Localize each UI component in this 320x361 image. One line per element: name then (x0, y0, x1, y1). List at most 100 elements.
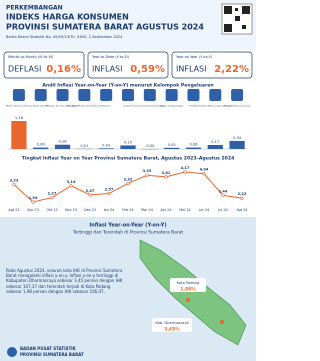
regional-text: Pada Agustus 2024, seluruh kota IHK di P… (6, 268, 123, 294)
category-icon (12, 89, 25, 101)
x-tick-label: Nov 23 (65, 208, 77, 212)
map-pin (186, 298, 190, 302)
value-label: 0,06 (189, 143, 198, 147)
map (139, 239, 247, 346)
highlight-box (87, 51, 169, 79)
highlight-period: Year-to-Date (Y-to-D) (92, 55, 130, 59)
infographic: PERKEMBANGAN INDEKS HARGA KONSUMEN PROVI… (0, 0, 256, 361)
x-tick-label: Des 23 (84, 208, 96, 212)
point (164, 175, 168, 179)
x-tick-label: Agt 24 (236, 208, 247, 212)
title-line: PROVINSI SUMATERA BARAT AGUSTUS 2024 (6, 23, 204, 32)
x-tick-label: Jun 24 (198, 208, 210, 212)
value-label: 3,14 (67, 180, 76, 184)
highlight-box (3, 51, 85, 79)
point (107, 191, 111, 196)
value-label: 3,23 (10, 179, 19, 183)
category-icon (56, 89, 69, 101)
bar (33, 147, 49, 149)
map-value: 1,98% (180, 287, 196, 293)
category-icon (165, 89, 178, 101)
logo (7, 347, 17, 357)
category-label: Kesehatan (102, 105, 110, 108)
bar (98, 148, 114, 149)
value-label: 0,17 (211, 140, 219, 144)
x-tick-label: Agt 23 (8, 208, 19, 212)
map-callout (152, 318, 192, 332)
category-label: Transportasi (123, 105, 133, 108)
map-pin (220, 320, 224, 324)
regional-bg (0, 217, 256, 361)
highlight-value: 2,22% (214, 64, 249, 75)
highlight-label: DEFLASI (8, 65, 41, 74)
bar (11, 121, 27, 149)
highlight-label: INFLASI (176, 65, 207, 74)
qr-code (221, 3, 253, 35)
point (183, 170, 187, 174)
regional-title: Inflasi Year-on-Year (Y-on-Y) (89, 223, 166, 229)
x-tick-label: Mar 24 (141, 208, 153, 212)
bar (185, 147, 202, 149)
highlight-period: Month-to-Month (M-to-M) (8, 55, 54, 59)
value-label: 2,44 (219, 189, 228, 193)
map-label: Kab. Dharmasraya (155, 321, 188, 325)
category-label: Rekreasi, Olahraga & Budaya (160, 105, 183, 108)
category-icon (122, 89, 134, 101)
value-label: 0,15 (124, 140, 132, 144)
header-bg (0, 0, 256, 50)
category-label: Penyediaan Makanan & Minuman/Restoran (198, 105, 232, 108)
value-label: 0,18 (59, 140, 68, 144)
point (126, 181, 130, 186)
category-label: Perawatan Pribadi & Jasa Lainnya (224, 105, 251, 108)
x-tick-label: Jul 24 (217, 208, 227, 212)
x-tick-label: Feb 24 (122, 208, 133, 212)
category-icon (209, 89, 222, 101)
x-tick-label: Mei 24 (179, 208, 190, 212)
point (240, 196, 244, 200)
category-icon (187, 89, 200, 101)
category-label: Pendidikan (189, 106, 198, 108)
value-label: 2,22 (238, 192, 247, 196)
category-label: Perlengkapan, Peralatan & Pemeliharaan R… (67, 105, 102, 108)
point (50, 195, 54, 200)
highlight-period: Year-on-Year (Y-on-Y) (176, 55, 213, 59)
bar (229, 140, 245, 149)
point (69, 184, 73, 188)
x-tick-label: Sep 23 (27, 208, 39, 212)
highlight-value: 0,59% (130, 64, 165, 75)
point (88, 193, 92, 197)
category-label: Informasi, Komunikasi & Jasa Keuangan (134, 105, 166, 108)
value-label: 1,94 (29, 196, 38, 200)
category-icon (34, 89, 47, 101)
category-icon (143, 89, 156, 101)
category-label: Perumahan, Air, Listrik & Bahan Bakar RT (46, 105, 79, 108)
value-label: 2,47 (86, 189, 95, 193)
category-label: Pakaian & Alas Kaki (33, 105, 49, 108)
value-label: 4,17 (181, 166, 190, 170)
value-label: 0,01 (80, 144, 88, 148)
highlight-value: 0,16% (46, 64, 81, 75)
title-line: PERKEMBANGAN (6, 5, 63, 12)
x-tick-label: Apr 24 (160, 208, 171, 212)
value-label: 0,05 (168, 143, 176, 147)
category-label: Makanan, Minuman & Tembakau (6, 106, 32, 108)
bar (54, 144, 71, 149)
value-label: -0,00 (145, 144, 155, 148)
bar (164, 147, 180, 149)
bar (207, 144, 223, 149)
subtitle: Berita Resmi Statistik No. 49/09/13/Th. … (6, 35, 123, 39)
bar (120, 145, 136, 149)
value-label: 2,27 (48, 192, 57, 196)
value-label: 1,18 (15, 116, 24, 120)
map-callout (170, 278, 206, 292)
point (221, 193, 225, 197)
point (202, 172, 206, 176)
point (31, 200, 35, 204)
canvas: PERKEMBANGAN INDEKS HARGA KONSUMEN PROVI… (0, 0, 256, 361)
value-label: 3,81 (162, 171, 171, 175)
value-label: 2,57 (105, 188, 114, 192)
point (145, 173, 149, 177)
x-tick-label: Okt 23 (46, 208, 57, 212)
x-tick-label: Jan 24 (103, 208, 115, 212)
highlight-label: INFLASI (92, 65, 123, 74)
